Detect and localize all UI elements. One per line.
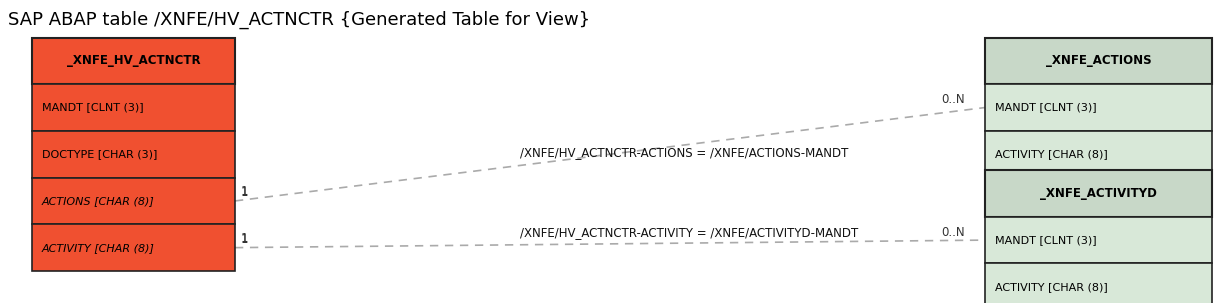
Text: ACTIONS [CHAR (8)]: ACTIONS [CHAR (8)] [42,196,155,206]
FancyBboxPatch shape [984,264,1212,304]
Text: 1: 1 [241,185,249,198]
Text: MANDT [CLNT (3)]: MANDT [CLNT (3)] [994,235,1096,245]
Text: MANDT [CLNT (3)]: MANDT [CLNT (3)] [42,102,144,112]
FancyBboxPatch shape [32,131,235,178]
Text: 0..N: 0..N [941,226,966,239]
Text: ACTIVITY [CHAR (8)]: ACTIVITY [CHAR (8)] [42,243,155,253]
FancyBboxPatch shape [984,131,1212,178]
Text: MANDT [CLNT (3)]: MANDT [CLNT (3)] [994,102,1096,112]
Text: /XNFE/HV_ACTNCTR-ACTIONS = /XNFE/ACTIONS-MANDT: /XNFE/HV_ACTNCTR-ACTIONS = /XNFE/ACTIONS… [520,147,849,159]
Text: ACTIVITY [CHAR (8)]: ACTIVITY [CHAR (8)] [994,149,1108,159]
Text: /XNFE/HV_ACTNCTR-ACTIVITY = /XNFE/ACTIVITYD-MANDT: /XNFE/HV_ACTNCTR-ACTIVITY = /XNFE/ACTIVI… [520,226,859,239]
Text: DOCTYPE [CHAR (3)]: DOCTYPE [CHAR (3)] [42,149,158,159]
FancyBboxPatch shape [984,170,1212,217]
Text: _XNFE_HV_ACTNCTR: _XNFE_HV_ACTNCTR [67,54,201,67]
Text: SAP ABAP table /XNFE/HV_ACTNCTR {Generated Table for View}: SAP ABAP table /XNFE/HV_ACTNCTR {Generat… [7,10,590,29]
FancyBboxPatch shape [32,84,235,131]
FancyBboxPatch shape [984,217,1212,264]
Text: _XNFE_ACTIONS: _XNFE_ACTIONS [1046,54,1151,67]
Text: ACTIVITY [CHAR (8)]: ACTIVITY [CHAR (8)] [994,282,1108,292]
Text: _XNFE_ACTIVITYD: _XNFE_ACTIVITYD [1040,187,1157,200]
FancyBboxPatch shape [984,37,1212,84]
FancyBboxPatch shape [984,84,1212,131]
Text: 1: 1 [241,232,249,245]
Text: 1: 1 [241,233,249,246]
Text: 1: 1 [241,186,249,199]
Text: 0..N: 0..N [941,93,966,106]
FancyBboxPatch shape [32,224,235,271]
FancyBboxPatch shape [32,37,235,84]
FancyBboxPatch shape [32,178,235,224]
